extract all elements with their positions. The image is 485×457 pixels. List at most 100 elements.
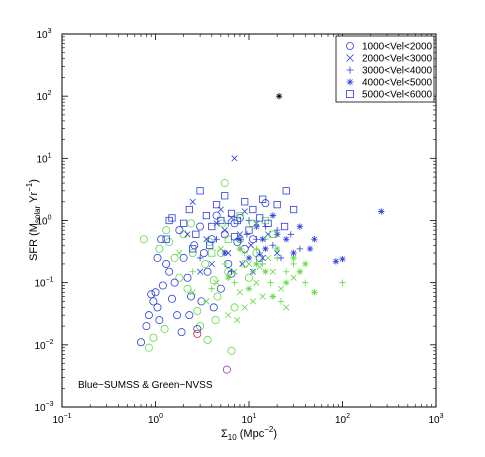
data-point-green [302, 279, 309, 286]
data-point-green [283, 304, 290, 311]
data-point-blue [208, 260, 215, 268]
data-point-blue [162, 259, 171, 268]
data-point-blue [183, 273, 192, 282]
data-point-blue [189, 245, 197, 253]
tick-labels: 10−1 100 101 102 103 10−3 10−2 10−1 100 101 102 103 [34, 28, 443, 426]
x-axis-label: Σ10 (Mpc−2) [221, 425, 277, 442]
data-point-blue [269, 212, 277, 219]
data-point-blue [213, 236, 220, 243]
data-point-green [259, 293, 266, 300]
data-point-blue [203, 236, 210, 243]
data-point-green [249, 298, 256, 305]
data-point-green [249, 268, 257, 275]
data-point-blue [165, 216, 173, 225]
data-point-blue [245, 226, 253, 234]
data-point-green [231, 279, 238, 286]
y-tick-label: 103 [36, 28, 51, 41]
data-point-blue [179, 253, 188, 262]
data-point-blue [311, 236, 318, 243]
legend-label: 3000<Vel<4000 [362, 66, 433, 77]
data-point-blue [282, 187, 290, 195]
data-point-blue [197, 297, 206, 306]
data-point-blue [262, 245, 269, 253]
data-point-blue [196, 187, 204, 195]
data-point-blue [296, 223, 304, 230]
data-point-blue [184, 231, 191, 238]
data-point-green [244, 273, 253, 282]
data-point-green [290, 260, 297, 268]
y-tick-label: 100 [36, 215, 51, 228]
data-point-blue [296, 245, 304, 253]
data-point-green [241, 249, 248, 257]
data-point-blue [378, 208, 385, 215]
data-point-blue [155, 316, 164, 325]
data-point-green [189, 289, 196, 296]
data-point-green [213, 292, 222, 301]
y-tick-label: 10−2 [34, 339, 53, 352]
data-point-green [160, 324, 169, 333]
data-point-green [179, 230, 188, 239]
data-point-blue [190, 241, 199, 250]
data-point-green [225, 312, 232, 319]
data-point-green [234, 317, 241, 324]
data-point-blue [208, 222, 216, 231]
data-point-blue [277, 254, 285, 262]
data-point-blue [212, 211, 221, 220]
data-point-green [230, 303, 239, 312]
data-point-green [302, 260, 309, 268]
data-point-blue [196, 222, 205, 231]
data-point-green [227, 346, 236, 355]
data-point-green [224, 235, 232, 243]
data-point-blue [153, 303, 162, 312]
data-point-green [188, 249, 197, 258]
data-point-green [187, 219, 196, 228]
data-point-blue [189, 198, 196, 205]
data-point-green [208, 285, 215, 292]
data-point-blue [212, 201, 221, 209]
y-tick-label: 10−3 [34, 401, 53, 414]
data-point-green [245, 285, 253, 292]
data-point-green [236, 211, 244, 220]
legend-marker [346, 66, 354, 74]
data-point-blue [227, 209, 236, 218]
data-point-blue [269, 242, 277, 249]
data-point-blue [217, 216, 225, 225]
data-point-blue [193, 324, 202, 333]
data-point-green [245, 260, 253, 268]
data-point-green [139, 235, 148, 244]
data-point-blue [256, 214, 264, 222]
data-point-blue [167, 294, 176, 303]
data-point-blue [196, 254, 204, 262]
data-point-blue [306, 245, 314, 253]
data-point-blue [206, 241, 214, 249]
data-point-green [196, 322, 205, 331]
data-point-green [189, 268, 196, 275]
data-point-blue [245, 254, 253, 262]
data-point-blue [209, 303, 218, 312]
data-point-green [241, 304, 248, 311]
data-point-green [201, 259, 210, 268]
x-axis-label-sup: −2 [264, 425, 274, 434]
data-point-blue [185, 205, 193, 214]
data-point-blue [221, 192, 229, 200]
data-point-blue [243, 231, 251, 238]
x-tick-label: 103 [428, 413, 443, 426]
data-point-green [273, 245, 281, 253]
data-point-blue [142, 322, 151, 331]
data-point-blue [332, 258, 340, 265]
data-point-blue [162, 235, 170, 243]
data-point-green [183, 284, 192, 293]
legend-box [335, 35, 435, 103]
data-point-blue [197, 268, 204, 275]
data-point-green [277, 285, 285, 292]
data-point-green [339, 279, 346, 286]
data-point-green [283, 279, 290, 286]
x-axis-label-sub: 10 [228, 433, 237, 442]
data-point-blue [165, 267, 174, 276]
data-point-green [240, 259, 249, 268]
data-point-green [144, 343, 153, 352]
data-point-blue [149, 297, 158, 306]
legend: 1000<Vel<20002000<Vel<30003000<Vel<40004… [335, 35, 435, 103]
data-point-red [193, 329, 202, 338]
data-point-blue [259, 236, 266, 243]
